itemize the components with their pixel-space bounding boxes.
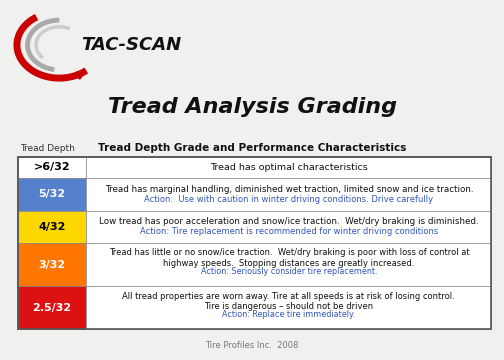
Text: Tread has little or no snow/ice traction.  Wet/dry braking is poor with loss of : Tread has little or no snow/ice traction… xyxy=(108,248,469,268)
Bar xyxy=(18,157,86,178)
Text: 4/32: 4/32 xyxy=(38,222,66,232)
Text: Tread has marginal handling, diminished wet traction, limited snow and ice tract: Tread has marginal handling, diminished … xyxy=(105,185,473,194)
Text: Tread has optimal characteristics: Tread has optimal characteristics xyxy=(210,163,368,172)
Text: TAC-SCAN: TAC-SCAN xyxy=(81,36,181,54)
Text: Action: Tire replacement is recommended for winter driving conditions: Action: Tire replacement is recommended … xyxy=(140,227,438,236)
Text: Tread Depth Grade and Performance Characteristics: Tread Depth Grade and Performance Charac… xyxy=(98,143,406,153)
Bar xyxy=(86,243,491,286)
Bar xyxy=(86,178,491,211)
Text: Action: Replace tire immediately.: Action: Replace tire immediately. xyxy=(222,310,355,319)
Text: Tread Depth: Tread Depth xyxy=(20,144,75,153)
Bar xyxy=(18,178,86,211)
Text: Action:  Use with caution in winter driving conditions. Drive carefully: Action: Use with caution in winter drivi… xyxy=(144,195,433,204)
Bar xyxy=(18,211,86,243)
Bar xyxy=(18,243,86,286)
Bar xyxy=(86,286,491,329)
Text: Tire Profiles Inc.  2008: Tire Profiles Inc. 2008 xyxy=(205,341,299,350)
Text: Low tread has poor acceleration and snow/ice traction.  Wet/dry braking is dimin: Low tread has poor acceleration and snow… xyxy=(99,217,479,226)
Text: Tread Analysis Grading: Tread Analysis Grading xyxy=(107,97,397,117)
Text: Action: Seriously consider tire replacement.: Action: Seriously consider tire replacem… xyxy=(201,266,377,276)
Text: All tread properties are worn away. Tire at all speeds is at risk of losing cont: All tread properties are worn away. Tire… xyxy=(122,292,455,311)
Text: 3/32: 3/32 xyxy=(38,260,66,270)
Bar xyxy=(86,211,491,243)
Text: >6/32: >6/32 xyxy=(34,162,70,172)
Bar xyxy=(18,286,86,329)
Text: 2.5/32: 2.5/32 xyxy=(32,303,72,313)
Bar xyxy=(86,157,491,178)
Text: 5/32: 5/32 xyxy=(38,189,66,199)
